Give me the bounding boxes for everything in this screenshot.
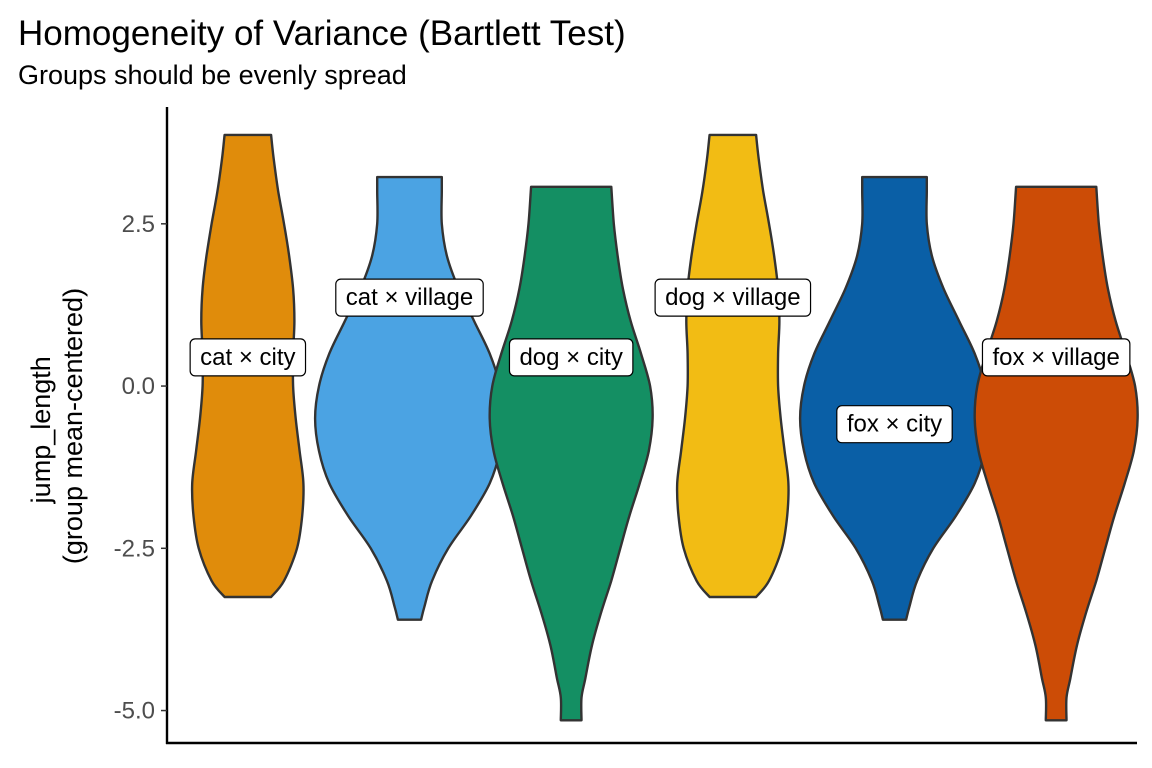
y-tick-label: -2.5 — [114, 535, 155, 562]
group-label-text: dog × city — [519, 344, 622, 371]
group-label-box — [654, 278, 812, 317]
group-label-text: cat × city — [200, 344, 295, 371]
chart-subtitle: Groups should be evenly spread — [18, 60, 407, 90]
violin-6 — [973, 185, 1139, 722]
y-ticks-layer: 2.5 0.0 -2.5 -5.0 — [114, 211, 167, 725]
group-label-box — [836, 405, 953, 444]
group-label-text: fox × village — [992, 344, 1119, 371]
group-label-box — [508, 338, 634, 377]
chart-title: Homogeneity of Variance (Bartlett Test) — [18, 14, 626, 53]
violin-5 — [798, 175, 991, 621]
violin-3 — [488, 185, 654, 722]
axes-layer — [165, 107, 1137, 745]
y-tick-label: 0.0 — [122, 373, 155, 400]
group-label-box — [189, 338, 307, 377]
group-label-6: fox × village — [981, 338, 1131, 377]
violins-layer — [190, 133, 1139, 722]
y-axis-label-line2: (group mean-centered) — [58, 288, 88, 564]
violin-2 — [313, 175, 506, 621]
group-label-2: cat × village — [335, 278, 484, 317]
group-label-1: cat × city — [189, 338, 307, 377]
y-tick-label: -5.0 — [114, 698, 155, 725]
group-label-box — [981, 338, 1131, 377]
y-axis-label-line1: jump_length — [26, 356, 56, 504]
violin-4 — [675, 133, 790, 599]
group-label-3: dog × city — [508, 338, 634, 377]
group-label-text: dog × village — [665, 284, 800, 311]
group-label-5: fox × city — [836, 405, 953, 444]
group-label-box — [335, 278, 484, 317]
group-labels-layer: cat × city cat × village dog × city dog × v… — [189, 278, 1131, 444]
group-label-text: fox × city — [847, 411, 942, 438]
y-tick-label: 2.5 — [122, 211, 155, 238]
group-label-text: cat × village — [346, 284, 473, 311]
group-label-4: dog × village — [654, 278, 812, 317]
y-axis-label: jump_length (group mean-centered) — [26, 288, 88, 564]
